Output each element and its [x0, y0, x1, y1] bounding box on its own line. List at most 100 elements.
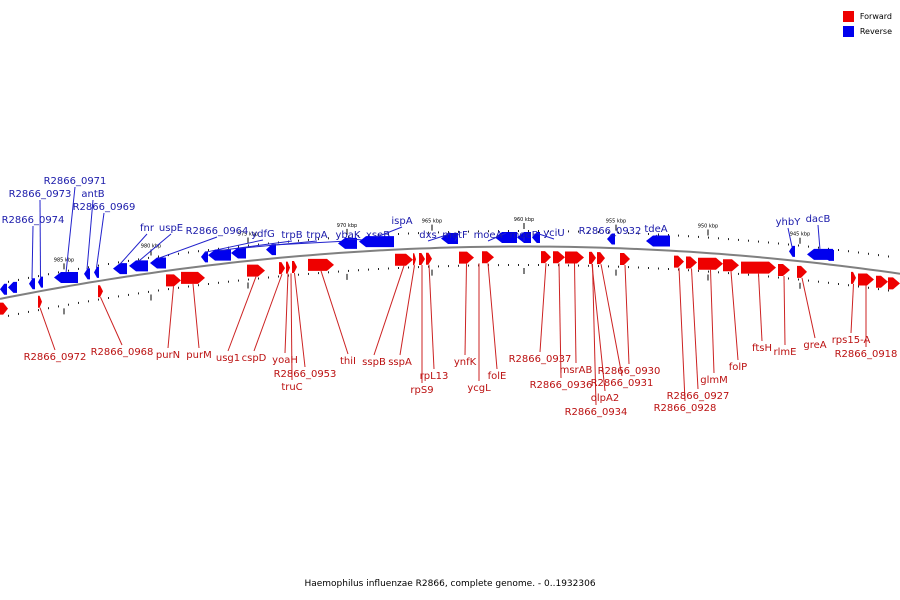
- reverse-gene-label: antB: [81, 189, 104, 200]
- minor-tick-bottom: [688, 269, 689, 272]
- forward-gene-label: purM: [186, 350, 211, 361]
- reverse-gene-leader: [65, 186, 76, 274]
- reverse-gene-label: ybaK: [336, 230, 361, 241]
- reverse-gene-label: ydfG: [251, 229, 275, 240]
- minor-tick-bottom: [208, 283, 209, 285]
- minor-tick-bottom: [218, 281, 219, 284]
- minor-tick-top: [408, 232, 409, 235]
- minor-tick-bottom: [658, 267, 659, 270]
- minor-tick-top: [748, 239, 749, 242]
- forward-gene-leader: [710, 269, 715, 374]
- minor-tick-top: [188, 251, 189, 254]
- minor-tick-top: [768, 241, 769, 244]
- reverse-gene-label: trpA: [306, 230, 327, 241]
- minor-tick-top: [148, 256, 149, 259]
- minor-tick-top: [458, 230, 459, 233]
- reverse-gene-leader: [487, 232, 507, 242]
- minor-tick-bottom: [58, 305, 59, 308]
- forward-gene-label: R2866_0930: [598, 366, 661, 377]
- minor-tick-top: [778, 242, 779, 245]
- minor-tick-bottom: [638, 266, 639, 269]
- forward-gene-label: R2866_0931: [591, 378, 654, 389]
- forward-gene-label: rps15-A: [832, 335, 871, 346]
- forward-gene-leader: [399, 265, 415, 356]
- forward-gene-label: rpS9: [410, 385, 433, 396]
- minor-tick-bottom: [158, 289, 159, 292]
- minor-tick-bottom: [348, 269, 349, 272]
- reverse-gene-arrow: [150, 257, 166, 269]
- forward-gene-leader: [558, 263, 562, 379]
- reverse-gene-leader: [119, 233, 148, 265]
- minor-tick-top: [198, 250, 199, 253]
- reverse-gene-label: ispA: [391, 216, 412, 227]
- minor-tick-top: [478, 230, 479, 233]
- tick-label: 980 kbp: [141, 244, 161, 250]
- minor-tick-bottom: [608, 265, 609, 268]
- reverse-gene-arrow: [84, 268, 90, 280]
- forward-gene-arrow: [413, 253, 416, 266]
- reverse-gene-arrow: [789, 245, 795, 257]
- forward-gene-arrow: [419, 252, 425, 265]
- reverse-gene-label: dacB: [806, 214, 831, 225]
- reverse-gene-label: R2866_0932: [579, 226, 642, 237]
- forward-gene-arrow: [741, 261, 776, 274]
- minor-tick-top: [358, 235, 359, 238]
- minor-tick-bottom: [18, 312, 19, 315]
- reverse-gene-label: R2866_0974: [2, 215, 65, 226]
- minor-tick-top: [508, 230, 509, 232]
- minor-tick-top: [328, 237, 329, 240]
- minor-tick-top: [48, 273, 49, 276]
- minor-tick-bottom: [438, 265, 439, 268]
- minor-tick-bottom: [98, 298, 99, 301]
- minor-tick-top: [268, 242, 269, 245]
- minor-tick-bottom: [328, 271, 329, 274]
- reverse-gene-leader: [138, 233, 172, 262]
- reverse-gene-arrow: [532, 232, 540, 244]
- minor-tick-bottom: [108, 297, 109, 299]
- reverse-gene-leader: [86, 199, 94, 270]
- minor-tick-top: [498, 230, 499, 233]
- reverse-gene-leader: [219, 240, 293, 252]
- minor-tick-top: [668, 234, 669, 236]
- reverse-gene-arrow: [38, 276, 43, 288]
- minor-tick-bottom: [528, 264, 529, 266]
- tick-label: 975 kbp: [238, 231, 258, 237]
- forward-gene-label: olpA2: [591, 393, 619, 404]
- forward-gene-label: R2866_0937: [509, 354, 572, 365]
- minor-tick-bottom: [598, 265, 599, 268]
- minor-tick-top: [758, 240, 759, 243]
- forward-gene-leader: [100, 296, 123, 346]
- minor-tick-top: [88, 266, 89, 269]
- minor-tick-bottom: [798, 278, 799, 281]
- minor-tick-top: [868, 252, 869, 255]
- minor-tick-bottom: [118, 295, 119, 298]
- reverse-gene-leader: [39, 199, 41, 278]
- minor-tick-bottom: [138, 292, 139, 295]
- reverse-gene-label: R2866_0973: [9, 189, 72, 200]
- forward-gene-label: rpL13: [420, 371, 449, 382]
- minor-tick-top: [28, 276, 29, 279]
- reverse-gene-arrow: [54, 272, 78, 284]
- figure-caption: Haemophilus influenzae R2866, complete g…: [304, 579, 596, 589]
- minor-tick-bottom: [468, 264, 469, 267]
- minor-tick-bottom: [228, 280, 229, 283]
- minor-tick-bottom: [248, 278, 249, 281]
- forward-gene-leader: [487, 263, 498, 370]
- minor-tick-bottom: [738, 272, 739, 275]
- minor-tick-bottom: [38, 309, 39, 312]
- forward-gene-arrow: [590, 251, 594, 264]
- minor-tick-bottom: [558, 264, 559, 267]
- minor-tick-bottom: [748, 273, 749, 276]
- forward-swatch: [842, 11, 854, 22]
- forward-gene-leader: [167, 286, 174, 349]
- minor-tick-top: [448, 231, 449, 234]
- minor-tick-top: [548, 230, 549, 233]
- minor-tick-top: [438, 231, 439, 234]
- minor-tick-bottom: [818, 280, 819, 283]
- minor-tick-top: [648, 233, 649, 235]
- minor-tick-top: [18, 278, 19, 281]
- forward-gene-leader: [691, 268, 699, 390]
- reverse-gene-label: yhbY: [776, 217, 802, 228]
- minor-tick-top: [488, 230, 489, 233]
- minor-tick-top: [738, 238, 739, 241]
